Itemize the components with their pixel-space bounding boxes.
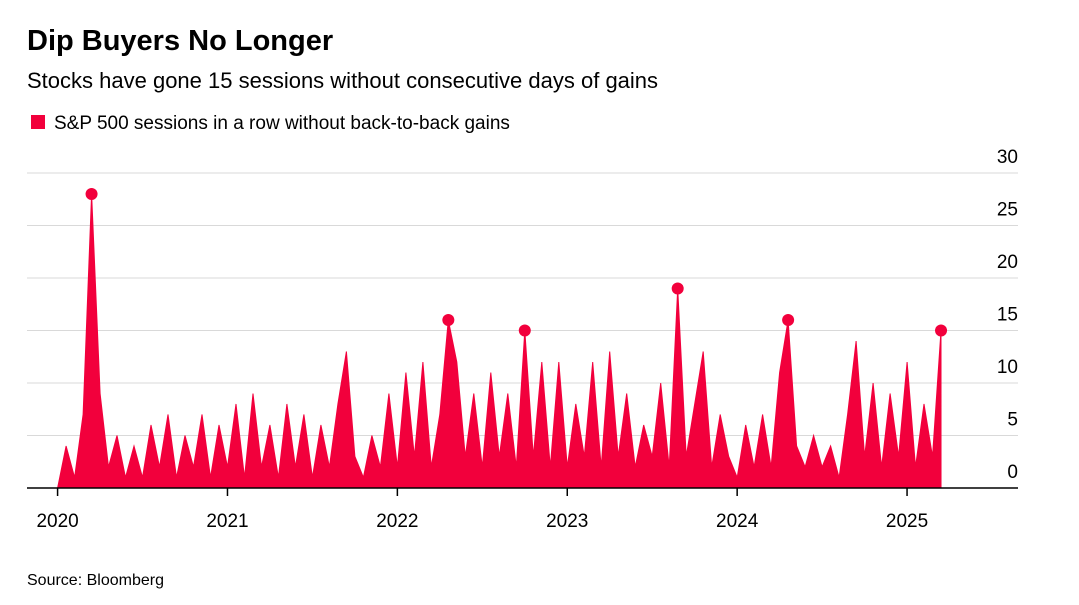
peak-dot — [442, 314, 455, 326]
chart-subtitle: Stocks have gone 15 sessions without con… — [27, 68, 658, 93]
x-tick-label: 2024 — [716, 511, 759, 532]
legend-label: S&P 500 sessions in a row without back-t… — [54, 113, 510, 134]
legend-swatch — [31, 115, 45, 129]
y-tick-label: 15 — [997, 305, 1018, 326]
y-tick-label: 0 — [1007, 462, 1018, 483]
peak-dot — [671, 282, 684, 295]
y-tick-label: 5 — [1007, 410, 1018, 431]
peak-dot — [518, 324, 531, 337]
y-tick-label: 20 — [997, 252, 1018, 273]
peak-dot — [935, 324, 948, 337]
x-tick-label: 2022 — [376, 511, 418, 532]
peak-dot — [85, 188, 98, 200]
x-tick-label: 2021 — [206, 511, 248, 532]
y-tick-label: 10 — [997, 357, 1018, 378]
source: Source: Bloomberg — [27, 572, 164, 589]
peak-dot — [782, 314, 795, 326]
x-tick-label: 2020 — [36, 511, 78, 532]
chart-title: Dip Buyers No Longer — [27, 25, 333, 57]
y-tick-label: 30 — [997, 147, 1018, 168]
x-tick-label: 2025 — [886, 511, 928, 532]
y-tick-label: 25 — [997, 200, 1018, 221]
area — [57, 193, 942, 489]
x-tick-label: 2023 — [546, 511, 588, 532]
